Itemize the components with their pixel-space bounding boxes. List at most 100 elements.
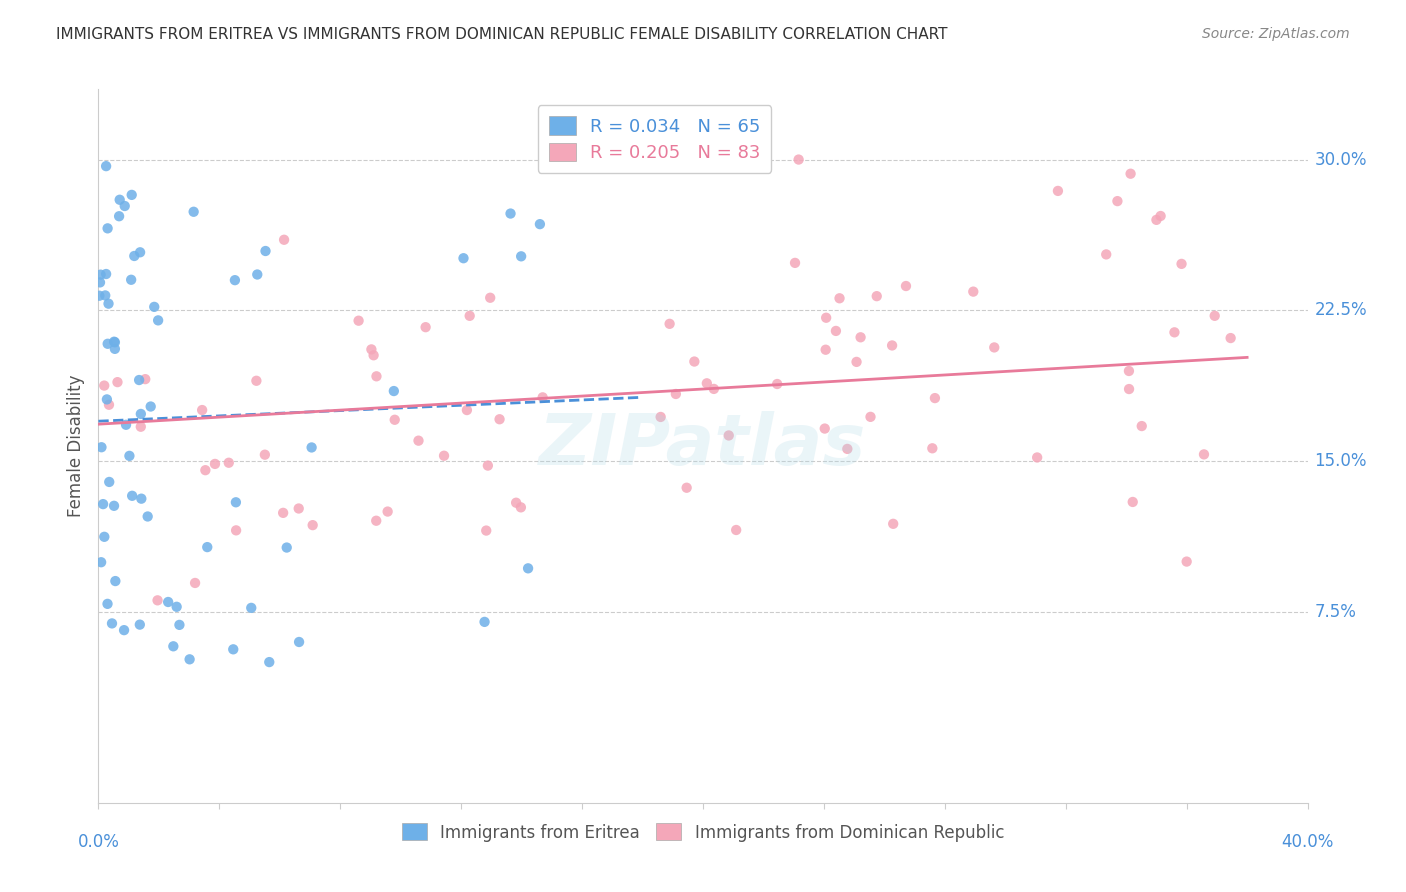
Point	[1192, 447, 1215, 461]
Point	[1175, 555, 1198, 569]
Point	[703, 382, 725, 396]
Point	[129, 419, 152, 434]
Point	[360, 343, 382, 357]
Text: 7.5%: 7.5%	[1315, 603, 1357, 621]
Point	[97, 221, 120, 235]
Point	[287, 501, 309, 516]
Text: 22.5%: 22.5%	[1315, 301, 1367, 319]
Point	[347, 314, 370, 328]
Point	[222, 642, 245, 657]
Point	[474, 615, 496, 629]
Point	[924, 391, 946, 405]
Point	[124, 249, 146, 263]
Point	[866, 289, 889, 303]
Point	[224, 273, 246, 287]
Point	[157, 595, 180, 609]
Point	[98, 398, 121, 412]
Point	[882, 516, 904, 531]
Point	[880, 338, 903, 352]
Point	[683, 354, 706, 368]
Point	[259, 655, 281, 669]
Point	[96, 392, 118, 407]
Point	[517, 561, 540, 575]
Point	[120, 273, 142, 287]
Point	[94, 288, 117, 302]
Point	[128, 373, 150, 387]
Point	[225, 495, 247, 509]
Text: 0.0%: 0.0%	[77, 833, 120, 851]
Point	[1144, 212, 1167, 227]
Point	[301, 441, 323, 455]
Point	[89, 289, 111, 303]
Point	[253, 448, 276, 462]
Text: ZIPatlas: ZIPatlas	[540, 411, 866, 481]
Point	[104, 574, 127, 588]
Point	[415, 320, 437, 334]
Point	[1118, 364, 1140, 378]
Point	[107, 375, 129, 389]
Point	[828, 291, 851, 305]
Point	[477, 458, 499, 473]
Point	[112, 623, 135, 637]
Point	[89, 276, 111, 290]
Point	[103, 499, 125, 513]
Point	[787, 153, 810, 167]
Point	[101, 616, 124, 631]
Point	[456, 403, 478, 417]
Point	[505, 496, 527, 510]
Point	[93, 530, 115, 544]
Point	[475, 524, 498, 538]
Point	[121, 187, 143, 202]
Point	[458, 309, 481, 323]
Point	[146, 313, 169, 327]
Point	[169, 618, 191, 632]
Point	[93, 378, 115, 392]
Point	[131, 491, 153, 506]
Point	[1118, 382, 1140, 396]
Y-axis label: Female Disability: Female Disability	[66, 375, 84, 517]
Point	[658, 317, 681, 331]
Legend: Immigrants from Eritrea, Immigrants from Dominican Republic: Immigrants from Eritrea, Immigrants from…	[392, 814, 1014, 852]
Point	[162, 640, 184, 654]
Point	[510, 249, 533, 263]
Point	[825, 324, 848, 338]
Point	[1095, 247, 1118, 261]
Point	[1107, 194, 1129, 208]
Point	[815, 310, 838, 325]
Point	[1130, 419, 1153, 434]
Point	[96, 597, 118, 611]
Point	[837, 442, 859, 456]
Point	[114, 199, 136, 213]
Text: Source: ZipAtlas.com: Source: ZipAtlas.com	[1202, 27, 1350, 41]
Point	[191, 403, 214, 417]
Point	[108, 209, 131, 223]
Point	[245, 374, 267, 388]
Point	[499, 206, 522, 220]
Point	[194, 463, 217, 477]
Point	[91, 497, 114, 511]
Point	[1204, 309, 1226, 323]
Point	[845, 355, 868, 369]
Point	[859, 409, 882, 424]
Point	[94, 159, 117, 173]
Text: IMMIGRANTS FROM ERITREA VS IMMIGRANTS FROM DOMINICAN REPUBLIC FEMALE DISABILITY : IMMIGRANTS FROM ERITREA VS IMMIGRANTS FR…	[56, 27, 948, 42]
Point	[814, 343, 837, 357]
Point	[983, 340, 1005, 354]
Point	[115, 417, 138, 432]
Point	[108, 193, 131, 207]
Point	[377, 505, 399, 519]
Point	[179, 652, 201, 666]
Point	[118, 449, 141, 463]
Point	[962, 285, 984, 299]
Point	[254, 244, 277, 258]
Point	[134, 372, 156, 386]
Point	[479, 291, 502, 305]
Text: 40.0%: 40.0%	[1281, 833, 1334, 851]
Point	[121, 489, 143, 503]
Point	[104, 342, 127, 356]
Text: 15.0%: 15.0%	[1315, 452, 1367, 470]
Point	[166, 599, 188, 614]
Point	[276, 541, 298, 555]
Point	[894, 279, 917, 293]
Point	[218, 456, 240, 470]
